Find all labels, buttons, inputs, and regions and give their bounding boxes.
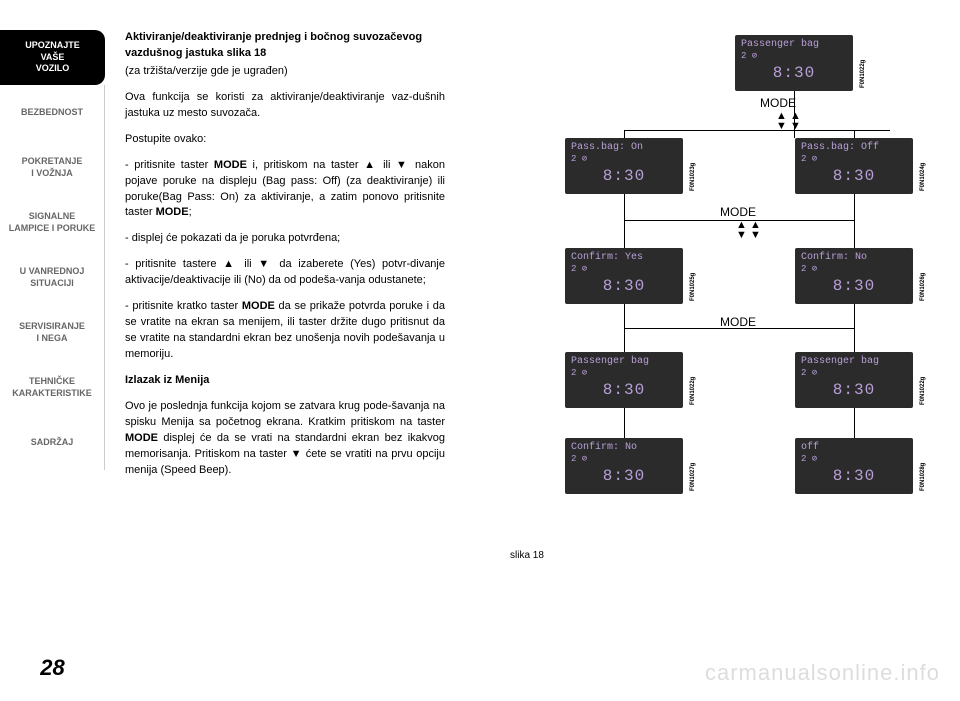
figure-code: F0N1025g [690, 273, 696, 301]
lcd-line1: Passenger bag [571, 356, 677, 368]
connector [624, 408, 625, 438]
lcd-screen: Confirm: Yes 2 ⊘ 8:30 [565, 248, 683, 304]
figure-code: F0N1027g [690, 463, 696, 491]
arrows-icon: ▲ ▲ ▼ ▼ [776, 112, 801, 132]
lcd-symbols: 2 ⊘ [801, 264, 907, 275]
figure-code: F0N1022g [920, 377, 926, 405]
lcd-time: 8:30 [801, 167, 907, 186]
content: Aktiviranje/deaktiviranje prednjeg i boč… [105, 0, 960, 701]
mode-label: MODE [720, 205, 756, 219]
lcd-screen: Confirm: No 2 ⊘ 8:30 [795, 248, 913, 304]
figure-code: F0N1026g [920, 273, 926, 301]
lcd-line1: Passenger bag [741, 39, 847, 51]
lcd-symbols: 2 ⊘ [571, 154, 677, 165]
lcd-line1: Pass.bag: Off [801, 142, 907, 154]
tab-tehnicke[interactable]: TEHNIČKE KARAKTERISTIKE [0, 360, 105, 415]
heading-exit: Izlazak iz Menija [125, 373, 445, 389]
paragraph: - pritisnite tastere ▲ ili ▼ da izaberet… [125, 257, 445, 289]
mode-label: MODE [760, 96, 796, 110]
lcd-screen: Confirm: No 2 ⊘ 8:30 [565, 438, 683, 494]
tab-label: TEHNIČKE KARAKTERISTIKE [12, 376, 92, 399]
lcd-time: 8:30 [801, 467, 907, 486]
diagram: Passenger bag 2 ⊘ 8:30 F0N1022g MODE ▲ ▲… [460, 30, 945, 681]
paragraph: - pritisnite kratko taster MODE da se pr… [125, 299, 445, 363]
paragraph: Ova funkcija se koristi za aktiviranje/d… [125, 90, 445, 122]
lcd-symbols: 2 ⊘ [571, 454, 677, 465]
tab-pokretanje[interactable]: POKRETANJE I VOŽNJA [0, 140, 105, 195]
tab-label: U VANREDNOJ SITUACIJI [20, 266, 85, 289]
connector [624, 194, 625, 248]
connector [854, 304, 855, 352]
subheading: (za tržišta/verzije gde je ugrađen) [125, 64, 445, 80]
watermark: carmanualsonline.info [705, 660, 940, 686]
figure-code: F0N1024g [920, 163, 926, 191]
connector [854, 130, 855, 138]
paragraph: - pritisnite taster MODE i, pritiskom na… [125, 158, 445, 222]
tab-upoznajte[interactable]: UPOZNAJTE VAŠE VOZILO [0, 30, 105, 85]
tab-bezbednost[interactable]: BEZBEDNOST [0, 85, 105, 140]
paragraph: Ovo je poslednja funkcija kojom se zatva… [125, 399, 445, 479]
connector [854, 194, 855, 248]
lcd-symbols: 2 ⊘ [571, 368, 677, 379]
tab-vanrednoj[interactable]: U VANREDNOJ SITUACIJI [0, 250, 105, 305]
tab-label: BEZBEDNOST [21, 107, 83, 119]
lcd-time: 8:30 [571, 167, 677, 186]
tab-signalne[interactable]: SIGNALNE LAMPICE I PORUKE [0, 195, 105, 250]
lcd-screen: Passenger bag 2 ⊘ 8:30 [735, 35, 853, 91]
connector [624, 130, 890, 131]
arrows-icon: ▲ ▲ ▼ ▼ [736, 221, 761, 241]
lcd-screen: Passenger bag 2 ⊘ 8:30 [795, 352, 913, 408]
lcd-screen: Pass.bag: Off 2 ⊘ 8:30 [795, 138, 913, 194]
lcd-line1: Confirm: No [571, 442, 677, 454]
figure-code: F0N1023g [690, 163, 696, 191]
lcd-time: 8:30 [571, 277, 677, 296]
lcd-symbols: 2 ⊘ [741, 51, 847, 62]
tab-label: POKRETANJE I VOŽNJA [22, 156, 83, 179]
lcd-line1: Confirm: No [801, 252, 907, 264]
tab-label: UPOZNAJTE VAŠE VOZILO [25, 40, 80, 75]
tab-label: SIGNALNE LAMPICE I PORUKE [9, 211, 96, 234]
figure-code: F0N1022g [690, 377, 696, 405]
connector [624, 130, 625, 138]
lcd-line1: Confirm: Yes [571, 252, 677, 264]
tab-label: SERVISIRANJE I NEGA [19, 321, 85, 344]
lcd-screen: Pass.bag: On 2 ⊘ 8:30 [565, 138, 683, 194]
heading: Aktiviranje/deaktiviranje prednjeg i boč… [125, 30, 445, 62]
lcd-symbols: 2 ⊘ [801, 368, 907, 379]
lcd-symbols: 2 ⊘ [571, 264, 677, 275]
lcd-symbols: 2 ⊘ [801, 454, 907, 465]
tab-servisiranje[interactable]: SERVISIRANJE I NEGA [0, 305, 105, 360]
sidebar: UPOZNAJTE VAŠE VOZILO BEZBEDNOST POKRETA… [0, 0, 105, 701]
lcd-symbols: 2 ⊘ [801, 154, 907, 165]
lcd-time: 8:30 [801, 381, 907, 400]
page-number: 28 [0, 655, 105, 681]
lcd-time: 8:30 [801, 277, 907, 296]
tab-label: SADRŽAJ [31, 437, 74, 449]
text-column: Aktiviranje/deaktiviranje prednjeg i boč… [125, 30, 445, 681]
mode-label: MODE [720, 315, 756, 329]
figure-caption: slika 18 [510, 550, 544, 561]
lcd-time: 8:30 [571, 381, 677, 400]
lcd-line1: Pass.bag: On [571, 142, 677, 154]
paragraph: - displej će pokazati da je poruka potvr… [125, 231, 445, 247]
figure-code: F0N1022g [860, 60, 866, 88]
lcd-time: 8:30 [741, 64, 847, 83]
lcd-screen: off 2 ⊘ 8:30 [795, 438, 913, 494]
lcd-time: 8:30 [571, 467, 677, 486]
paragraph: Postupite ovako: [125, 132, 445, 148]
lcd-screen: Passenger bag 2 ⊘ 8:30 [565, 352, 683, 408]
lcd-line1: off [801, 442, 907, 454]
tab-sadrzaj[interactable]: SADRŽAJ [0, 415, 105, 470]
connector [854, 408, 855, 438]
lcd-line1: Passenger bag [801, 356, 907, 368]
figure-code: F0N1028g [920, 463, 926, 491]
